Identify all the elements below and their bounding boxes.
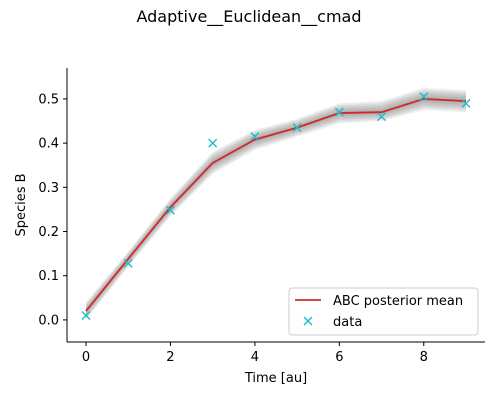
x-tick-label: 4 — [251, 350, 259, 365]
y-tick-label: 0.5 — [38, 92, 59, 107]
x-tick-label: 6 — [335, 350, 343, 365]
x-tick-label: 8 — [420, 350, 428, 365]
posterior-band-group — [86, 88, 466, 320]
data-point — [209, 139, 217, 147]
x-tick-label: 0 — [82, 350, 90, 365]
y-ticks: 0.0 0.1 0.2 0.3 0.4 0.5 — [38, 92, 67, 328]
plot-area — [82, 88, 470, 320]
posterior-band-layer — [86, 90, 466, 319]
y-tick-label: 0.1 — [38, 269, 59, 284]
legend: ABC posterior mean data — [289, 288, 478, 335]
legend-entry-mean: ABC posterior mean — [333, 294, 463, 309]
y-axis-label: Species B — [14, 173, 29, 236]
x-ticks: 0 2 4 6 8 — [82, 342, 428, 365]
x-axis-label: Time [au] — [244, 371, 307, 386]
y-tick-label: 0.4 — [38, 137, 59, 152]
y-tick-label: 0.0 — [38, 313, 59, 328]
y-tick-label: 0.3 — [38, 181, 59, 196]
y-tick-label: 0.2 — [38, 225, 59, 240]
legend-entry-data: data — [333, 315, 362, 330]
chart-title: Adaptive__Euclidean__cmad — [136, 7, 361, 27]
posterior-band-layer — [86, 88, 466, 320]
x-tick-label: 2 — [166, 350, 174, 365]
